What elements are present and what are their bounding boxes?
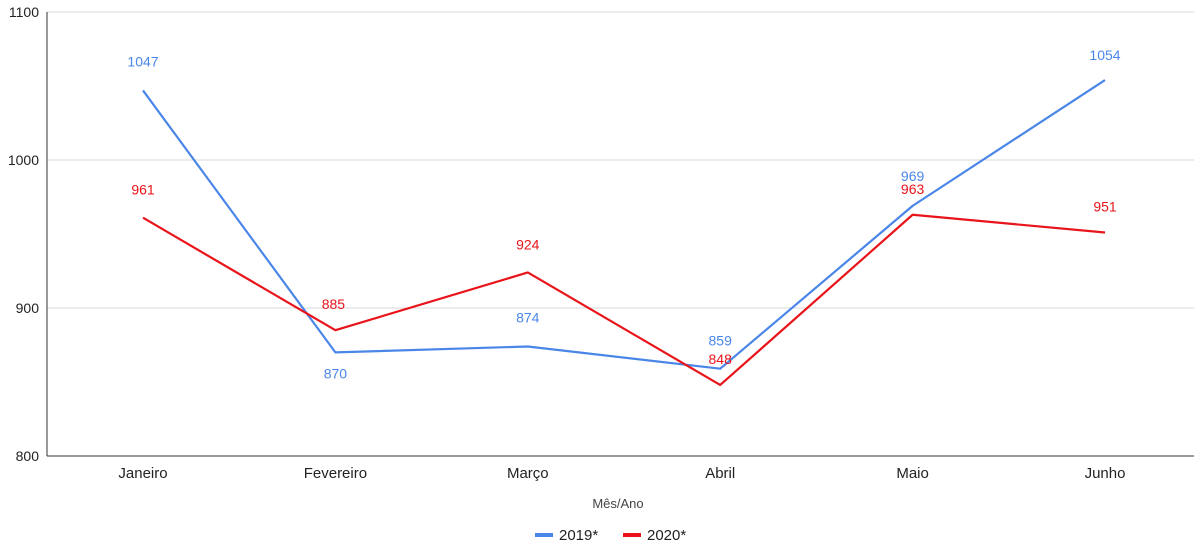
x-tick-label: Março bbox=[507, 465, 549, 482]
data-labels: 1047 870 874 859 969 1054 961 885 924 848 963 951 bbox=[127, 47, 1120, 381]
data-label: 951 bbox=[1093, 199, 1117, 215]
y-axis-ticks: 800 900 1000 1100 bbox=[8, 4, 39, 464]
x-tick-label: Fevereiro bbox=[304, 465, 367, 482]
data-label: 870 bbox=[324, 365, 348, 381]
data-label: 969 bbox=[901, 168, 925, 184]
data-label: 874 bbox=[516, 309, 540, 325]
legend: 2019* 2020* bbox=[535, 527, 686, 544]
gridlines bbox=[46, 11, 1194, 457]
data-label: 859 bbox=[709, 333, 733, 349]
y-tick-label: 1100 bbox=[9, 4, 39, 20]
x-tick-label: Janeiro bbox=[118, 465, 167, 482]
y-tick-label: 900 bbox=[16, 300, 40, 316]
series-lines bbox=[142, 79, 1106, 387]
series-line-1 bbox=[142, 213, 1106, 387]
data-label: 924 bbox=[516, 236, 540, 252]
x-tick-label: Junho bbox=[1085, 465, 1126, 482]
y-tick-label: 1000 bbox=[8, 152, 39, 168]
x-axis-title: Mês/Ano bbox=[592, 496, 643, 511]
data-label: 885 bbox=[322, 296, 346, 312]
x-axis-ticks: Janeiro Fevereiro Março Abril Maio Junho bbox=[118, 465, 1125, 482]
data-label: 1054 bbox=[1089, 47, 1120, 63]
y-tick-label: 800 bbox=[16, 448, 40, 464]
legend-label: 2019* bbox=[559, 527, 598, 544]
x-tick-label: Maio bbox=[896, 465, 929, 482]
series-line-0 bbox=[142, 79, 1106, 370]
data-label: 963 bbox=[901, 181, 925, 197]
data-label: 848 bbox=[709, 351, 733, 367]
legend-label: 2020* bbox=[647, 527, 686, 544]
x-tick-label: Abril bbox=[705, 465, 735, 482]
data-label: 1047 bbox=[127, 53, 158, 69]
data-label: 961 bbox=[131, 182, 155, 198]
